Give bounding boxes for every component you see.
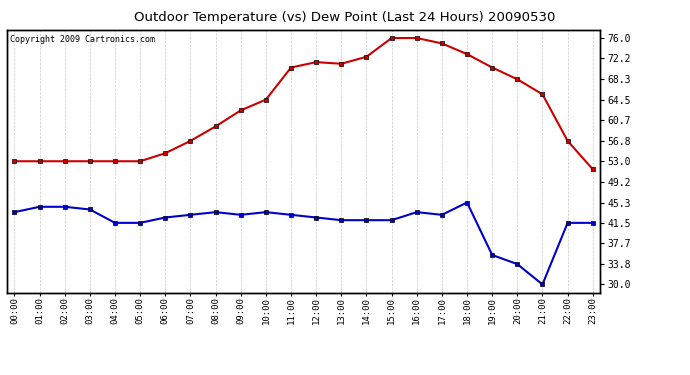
Text: Outdoor Temperature (vs) Dew Point (Last 24 Hours) 20090530: Outdoor Temperature (vs) Dew Point (Last… <box>135 11 555 24</box>
Text: Copyright 2009 Cartronics.com: Copyright 2009 Cartronics.com <box>10 35 155 44</box>
